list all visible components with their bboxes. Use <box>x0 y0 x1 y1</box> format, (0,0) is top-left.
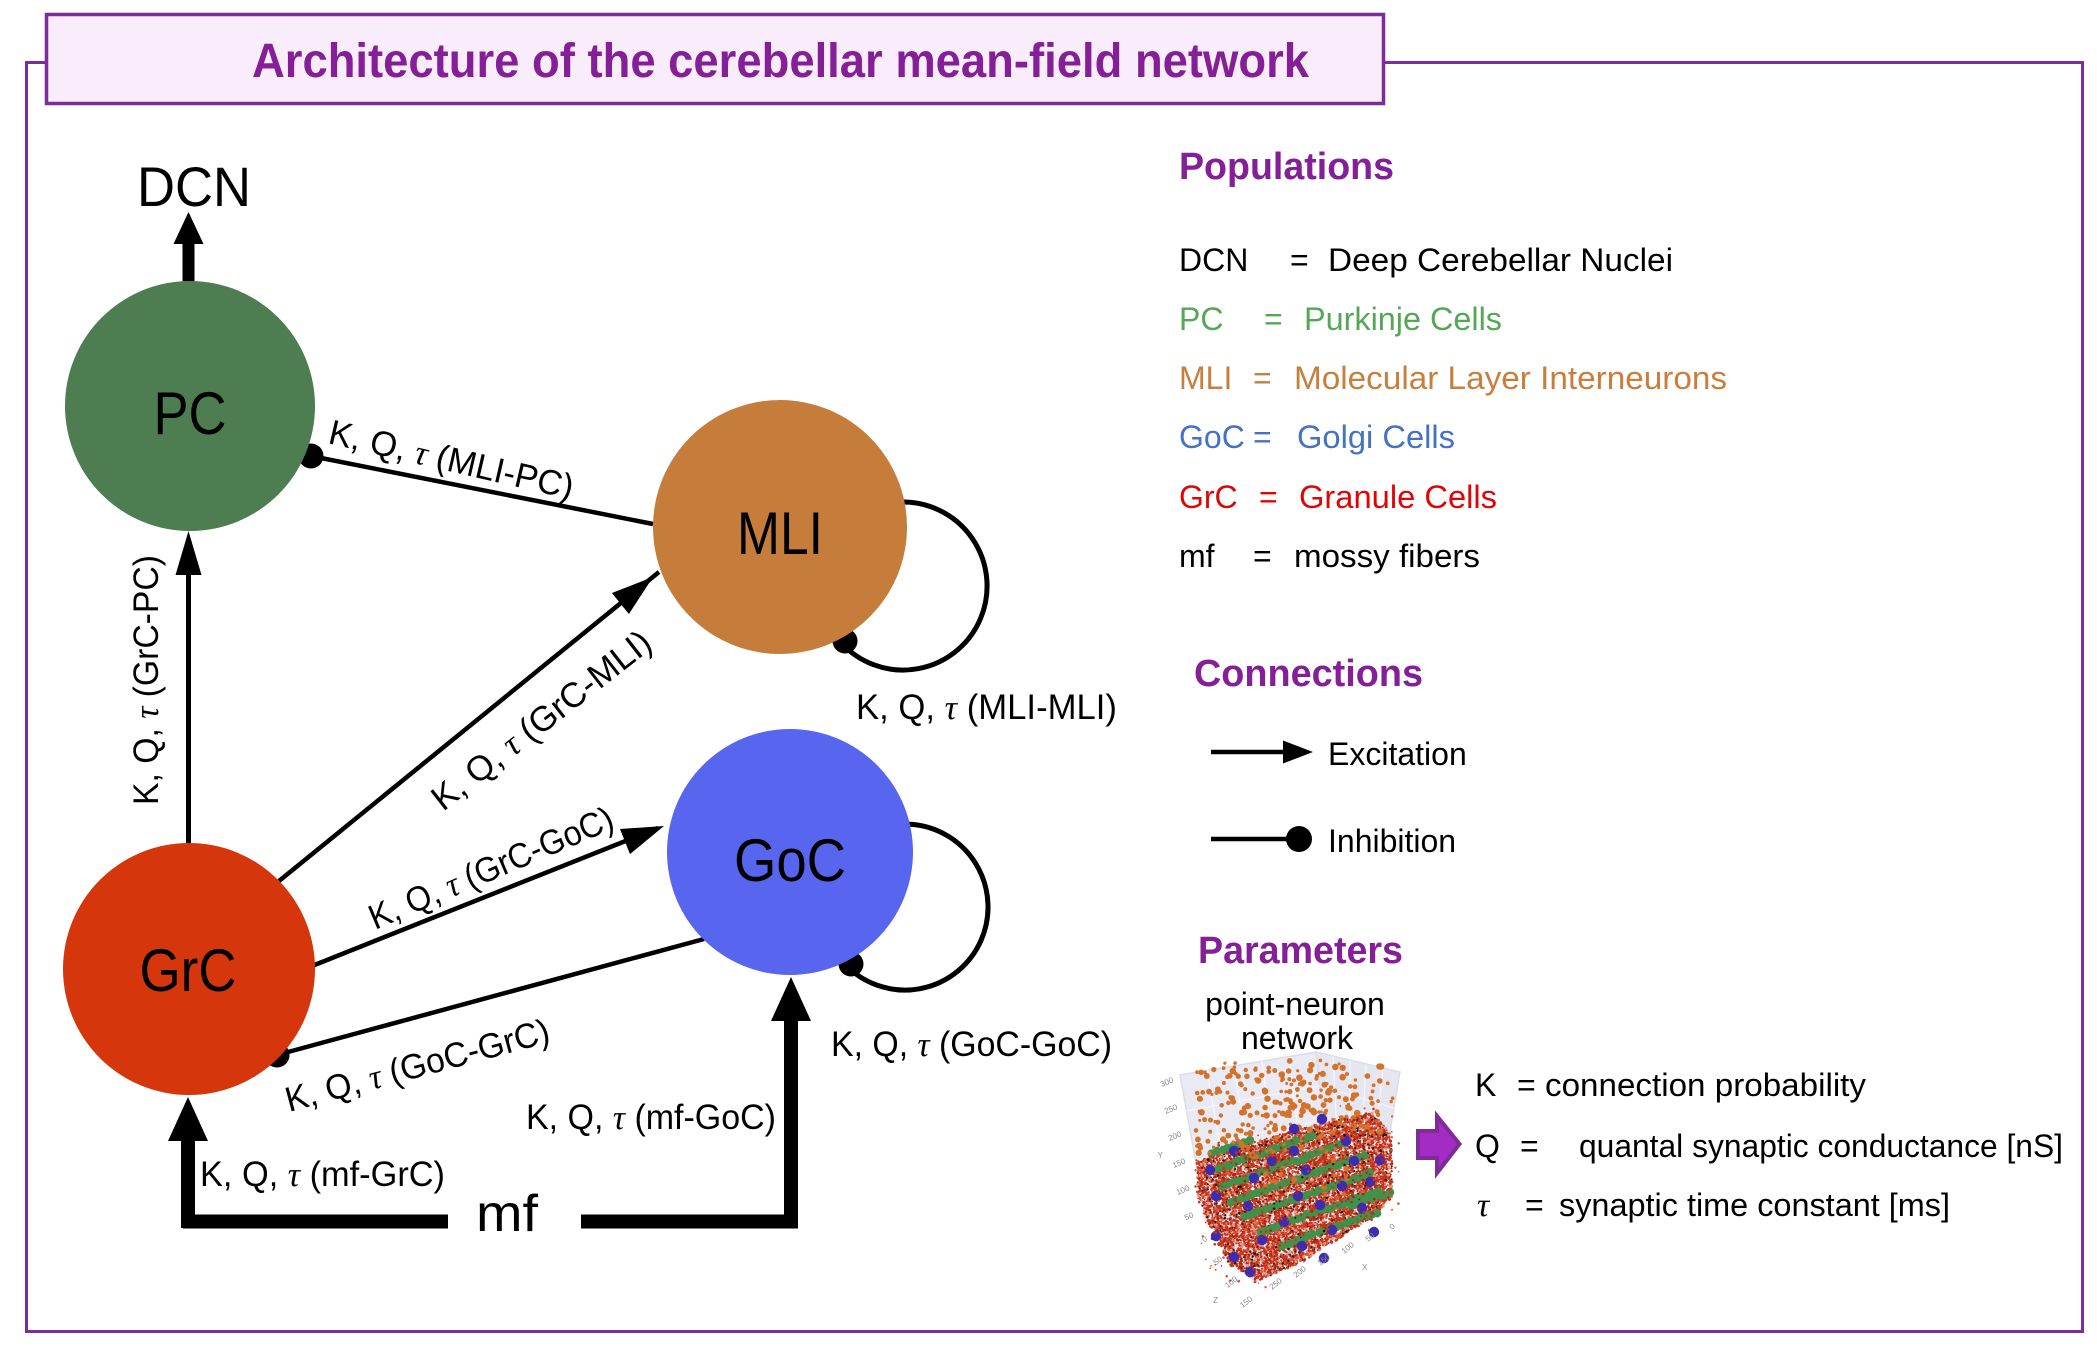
svg-text:=: = <box>1520 1128 1539 1164</box>
svg-text:network: network <box>1241 1020 1354 1056</box>
svg-text:K, Q, τ (mf-GoC): K, Q, τ (mf-GoC) <box>526 1098 776 1137</box>
svg-text:MLI: MLI <box>1179 360 1232 396</box>
svg-text:Excitation: Excitation <box>1328 736 1467 772</box>
svg-text:DCN: DCN <box>137 155 251 218</box>
svg-text:Connections: Connections <box>1194 653 1423 695</box>
svg-text:synaptic time constant [ms]: synaptic time constant [ms] <box>1559 1187 1950 1223</box>
svg-text:mossy fibers: mossy fibers <box>1294 538 1480 574</box>
svg-text:Populations: Populations <box>1179 146 1394 188</box>
svg-text:MLI: MLI <box>737 500 823 567</box>
svg-text:GoC: GoC <box>734 827 846 894</box>
svg-text:Deep Cerebellar Nuclei: Deep Cerebellar Nuclei <box>1328 242 1673 278</box>
svg-text:=: = <box>1253 538 1272 574</box>
svg-text:Q: Q <box>1475 1128 1500 1164</box>
svg-text:point-neuron: point-neuron <box>1205 986 1385 1022</box>
svg-text:mf: mf <box>1179 538 1215 574</box>
svg-text:GoC: GoC <box>1179 419 1245 455</box>
svg-text:GrC: GrC <box>1179 479 1238 515</box>
svg-text:Inhibition: Inhibition <box>1328 823 1456 859</box>
svg-text:K: K <box>1475 1067 1496 1103</box>
svg-text:=: = <box>1517 1067 1536 1103</box>
svg-text:Molecular Layer Interneurons: Molecular Layer Interneurons <box>1294 360 1727 396</box>
svg-text:K, Q, τ (MLI-MLI): K, Q, τ (MLI-MLI) <box>856 688 1117 727</box>
svg-text:mf: mf <box>476 1185 539 1243</box>
svg-text:=: = <box>1264 301 1283 337</box>
svg-text:=: = <box>1259 479 1278 515</box>
svg-text:=: = <box>1290 242 1309 278</box>
svg-text:=: = <box>1253 419 1272 455</box>
svg-text:Granule Cells: Granule Cells <box>1299 479 1497 515</box>
svg-text:Purkinje Cells: Purkinje Cells <box>1304 301 1502 337</box>
svg-text:Parameters: Parameters <box>1198 930 1403 972</box>
svg-text:K, Q, τ (GrC-PC): K, Q, τ (GrC-PC) <box>127 555 166 805</box>
svg-text:connection probability: connection probability <box>1545 1067 1866 1103</box>
svg-text:=: = <box>1253 360 1272 396</box>
svg-text:PC: PC <box>1179 301 1223 337</box>
svg-text:GrC: GrC <box>140 937 237 1004</box>
svg-text:Architecture of the cerebellar: Architecture of the cerebellar mean-fiel… <box>252 35 1309 88</box>
svg-text:PC: PC <box>154 380 227 447</box>
svg-text:τ: τ <box>1477 1187 1491 1224</box>
svg-text:=: = <box>1525 1187 1544 1223</box>
svg-text:quantal synaptic conductance [: quantal synaptic conductance [nS] <box>1579 1128 2063 1164</box>
svg-text:K, Q, τ (GoC-GoC): K, Q, τ (GoC-GoC) <box>831 1025 1112 1064</box>
svg-text:K, Q, τ (mf-GrC): K, Q, τ (mf-GrC) <box>200 1155 445 1194</box>
svg-text:Golgi Cells: Golgi Cells <box>1297 419 1455 455</box>
svg-text:DCN: DCN <box>1179 242 1248 278</box>
